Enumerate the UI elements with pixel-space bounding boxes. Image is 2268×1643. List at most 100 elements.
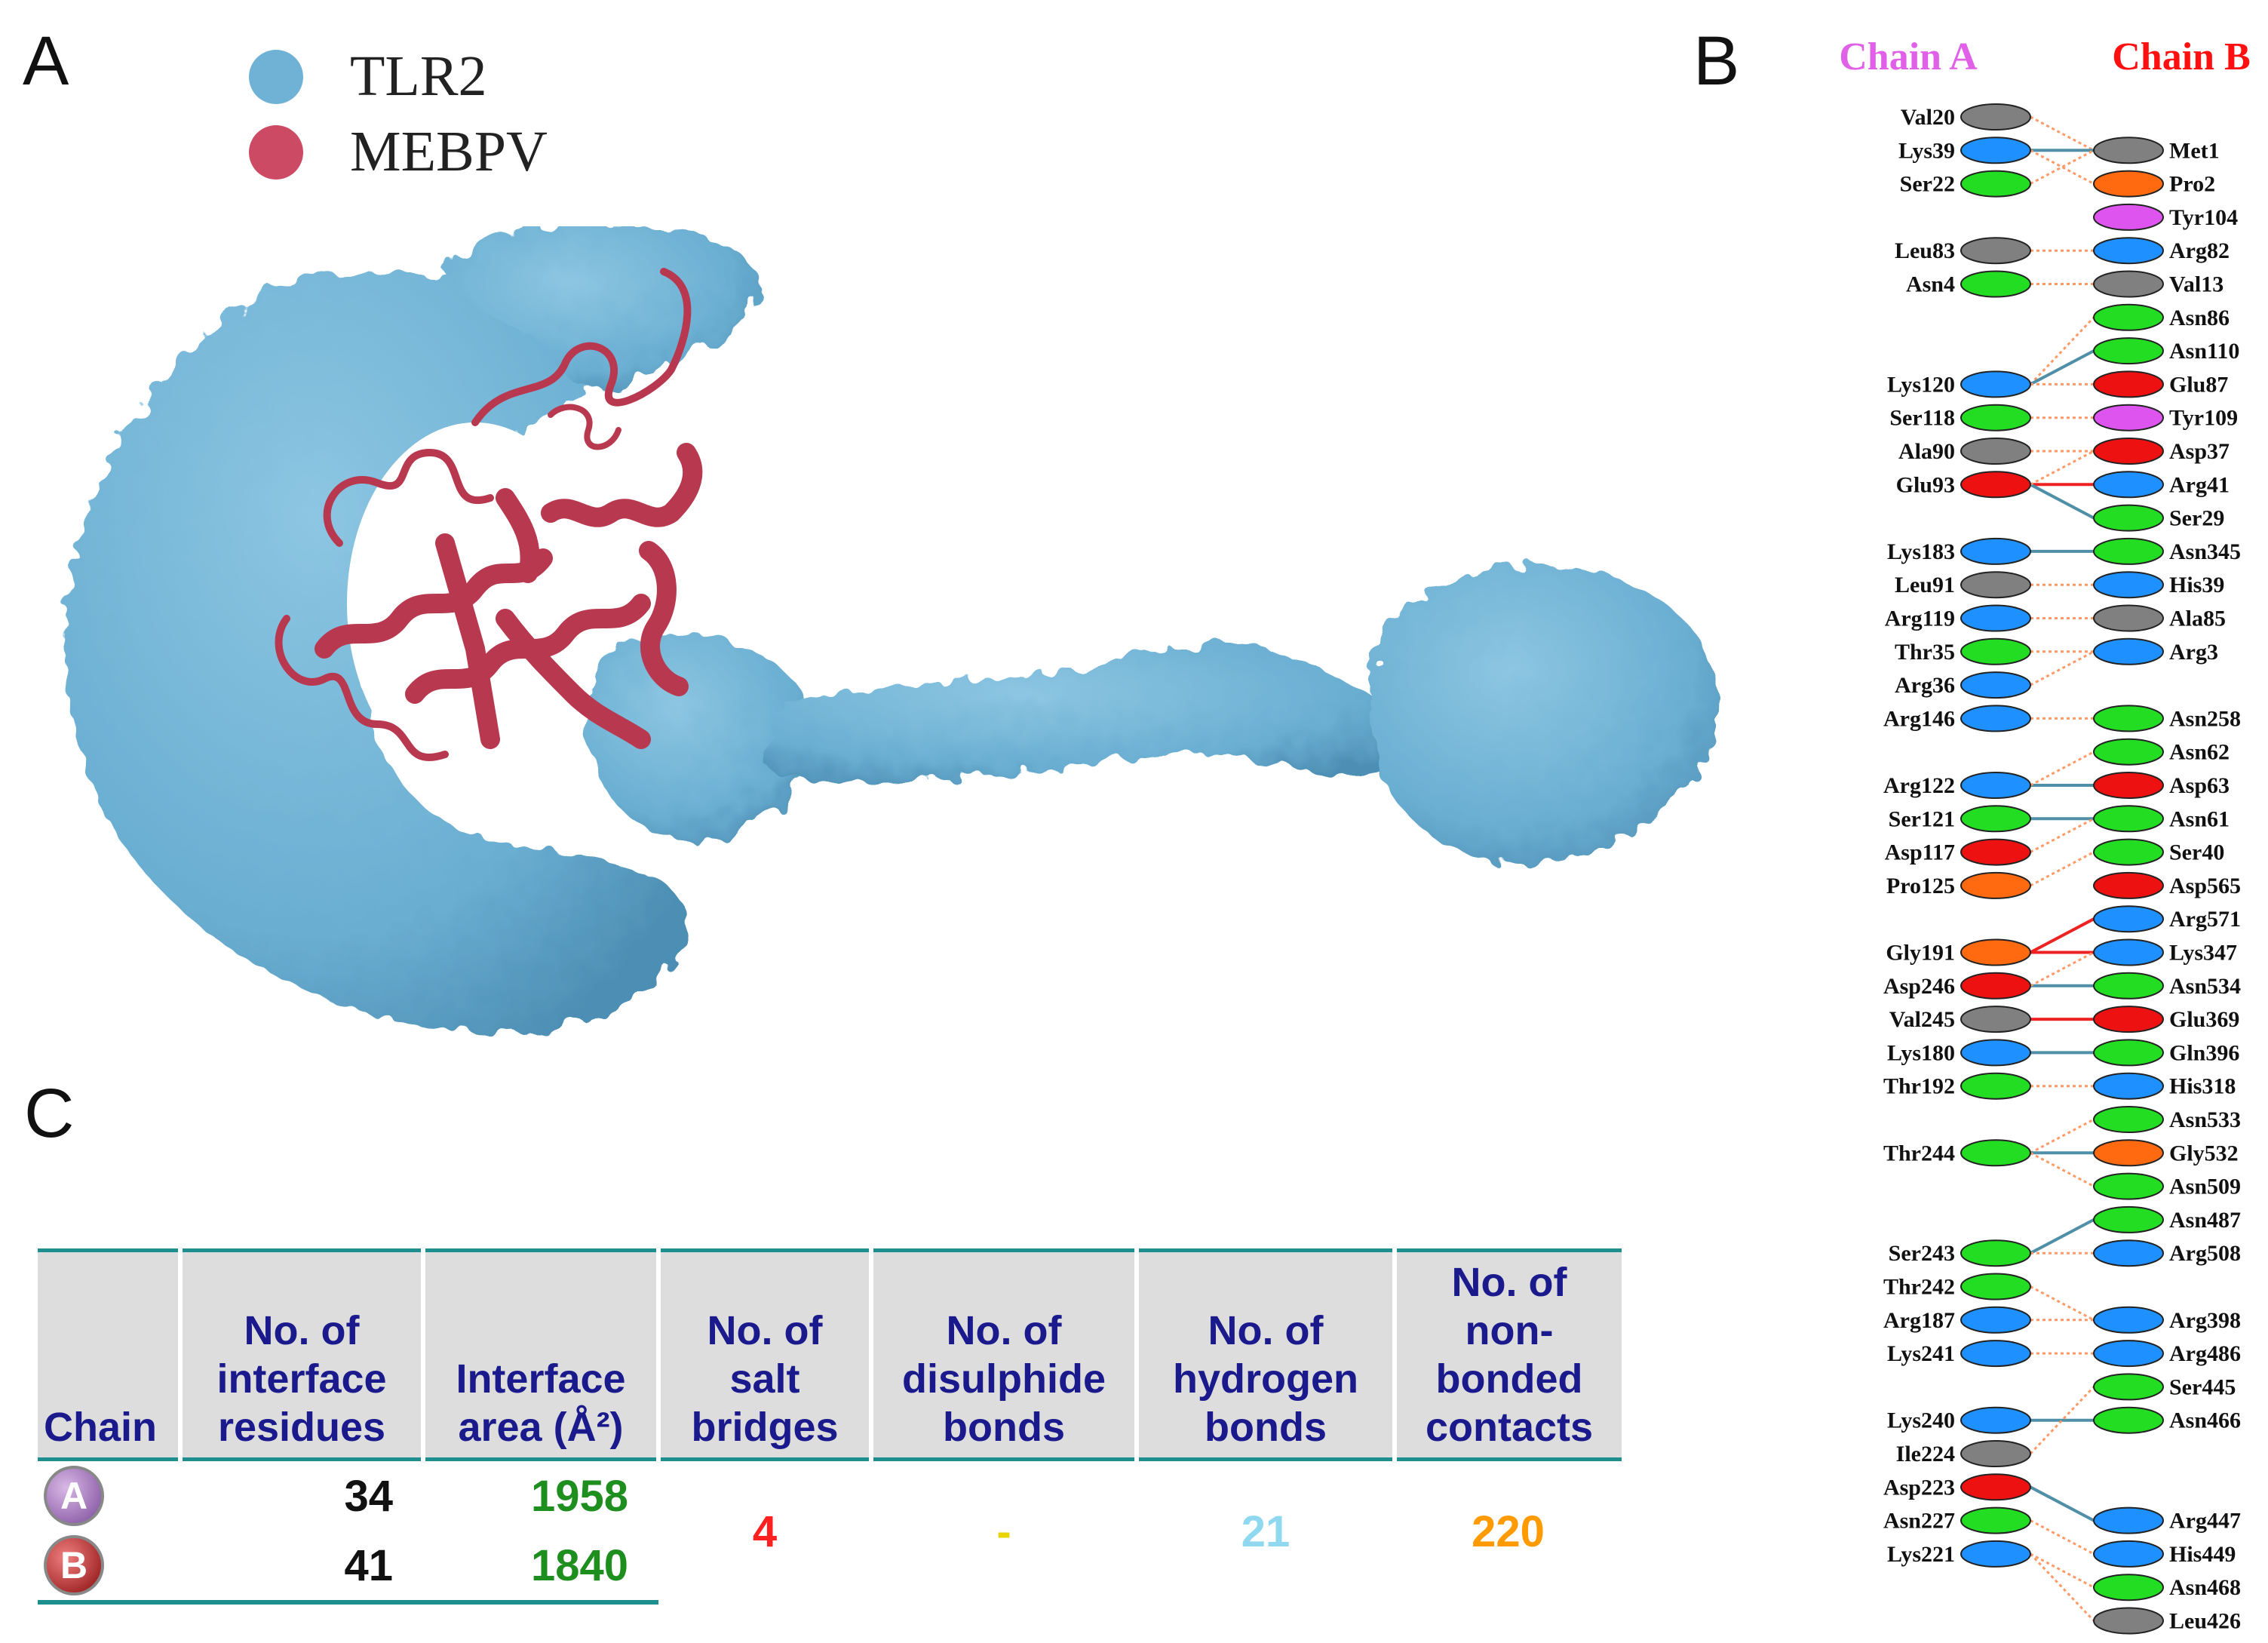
residue-ellipse (1960, 604, 2031, 632)
residue-node-leu83: Leu83 (1895, 237, 2031, 265)
residue-ellipse (2093, 738, 2164, 766)
residue-label: Val245 (1889, 1007, 1955, 1032)
residue-label: Asn487 (2169, 1208, 2241, 1233)
residue-ellipse (2093, 838, 2164, 866)
residue-label: Asp37 (2169, 439, 2230, 464)
residue-ellipse (2093, 1006, 2164, 1033)
residue-node-gly532: Gly532 (2093, 1139, 2239, 1167)
residue-node-arg41: Arg41 (2093, 471, 2230, 499)
residue-label: Arg508 (2169, 1241, 2241, 1266)
residue-label: Ser40 (2169, 840, 2224, 865)
residue-label: Arg398 (2169, 1308, 2241, 1333)
header-hbonds-line2: hydrogen (1172, 1356, 1358, 1402)
residue-node-glu87: Glu87 (2093, 370, 2228, 398)
cell-chain-a: A (38, 1460, 180, 1531)
residue-label: Asn86 (2169, 306, 2230, 330)
residue-node-asp246: Asp246 (1883, 972, 2031, 1000)
residue-ellipse (1960, 1239, 2031, 1267)
header-nonbonded-line3: contacts (1425, 1405, 1594, 1450)
residue-node-asp223: Asp223 (1883, 1473, 2031, 1501)
interaction-link (2030, 951, 2095, 987)
residue-ellipse (1960, 370, 2031, 398)
cell-residues-b: 41 (180, 1531, 423, 1605)
residue-node-ser29: Ser29 (2093, 504, 2224, 532)
residue-node-met1: Met1 (2093, 137, 2220, 164)
residue-label: Gly191 (1886, 941, 1955, 966)
header-hbonds-line1: No. of (1208, 1308, 1324, 1353)
residue-label: Arg146 (1883, 706, 1955, 731)
residue-ellipse (2093, 905, 2164, 933)
residue-label: Thr192 (1883, 1074, 1955, 1099)
residue-node-lys241: Lys241 (1887, 1340, 2031, 1368)
residue-node-glu369: Glu369 (2093, 1006, 2239, 1033)
residue-node-gly191: Gly191 (1886, 938, 2031, 966)
residue-label: Asn533 (2169, 1107, 2241, 1132)
residue-node-ser445: Ser445 (2093, 1373, 2236, 1401)
residue-label: Val13 (2169, 272, 2223, 297)
residue-node-arg447: Arg447 (2093, 1506, 2241, 1534)
cell-area-b: 1840 (423, 1531, 658, 1605)
table-row-chain-a: A 34 1958 4 - 21 220 (38, 1460, 1622, 1556)
residue-label: Asn110 (2169, 339, 2239, 364)
residue-node-pro125: Pro125 (1886, 871, 2031, 899)
residue-label: Ser118 (1889, 406, 1955, 431)
interaction-link (2030, 450, 2095, 486)
residue-node-lys39: Lys39 (1898, 137, 2031, 164)
header-area: Interface area (Å²) (421, 1250, 658, 1460)
residue-ellipse (2093, 972, 2164, 1000)
residue-ellipse (2093, 303, 2164, 331)
residue-ellipse (2093, 1106, 2164, 1133)
cell-area-a: 1958 (530, 1471, 628, 1521)
residue-label: His39 (2169, 573, 2224, 597)
residue-ellipse (2093, 1205, 2164, 1233)
residue-label: Arg3 (2169, 640, 2218, 665)
residue-ellipse (2093, 537, 2164, 565)
residue-label: Gln396 (2169, 1040, 2239, 1065)
header-chain: Chain (38, 1250, 180, 1460)
header-disulphide-line2: disulphide (902, 1356, 1106, 1402)
residue-label: Asp117 (1885, 840, 1955, 865)
residue-label: Asn227 (1883, 1509, 1955, 1534)
interaction-link (2030, 1552, 2095, 1589)
residue-label: Lys347 (2169, 941, 2237, 966)
residue-label: Pro125 (1886, 874, 1955, 898)
residue-label: Arg571 (2169, 907, 2241, 932)
residue-label: Arg82 (2169, 238, 2230, 263)
residue-node-arg122: Arg122 (1883, 772, 2031, 799)
residue-node-arg36: Arg36 (1895, 671, 2031, 699)
residue-ellipse (2093, 404, 2164, 431)
residue-ellipse (1960, 404, 2031, 431)
residue-ellipse (2093, 270, 2164, 298)
residue-ellipse (1960, 838, 2031, 866)
residue-node-asp565: Asp565 (2093, 871, 2241, 899)
horseshoe-cavity (347, 422, 603, 785)
interaction-link (2030, 1151, 2095, 1187)
residue-node-his39: His39 (2093, 571, 2224, 599)
residue-ellipse (1960, 471, 2031, 499)
residue-ellipse (2093, 1406, 2164, 1434)
residue-node-val245: Val245 (1889, 1006, 2031, 1033)
residue-node-asp37: Asp37 (2093, 438, 2230, 465)
header-area-line1: Interface (456, 1356, 626, 1402)
residue-node-tyr109: Tyr109 (2093, 404, 2238, 431)
residue-label: Asn61 (2169, 806, 2230, 831)
residue-label: Lys183 (1887, 539, 1955, 564)
residue-label: Tyr104 (2169, 205, 2238, 230)
residue-node-asn533: Asn533 (2093, 1106, 2241, 1133)
cell-nonbonded-contacts: 220 (1472, 1507, 1545, 1556)
residue-label: Ser29 (2169, 506, 2224, 531)
residue-node-pro2: Pro2 (2093, 170, 2215, 198)
header-residues-line1: No. of (244, 1308, 360, 1353)
residue-ellipse (1960, 170, 2031, 198)
residue-label: Ser243 (1889, 1241, 1955, 1266)
residue-ellipse (2093, 1574, 2164, 1602)
residue-ellipse (2093, 1306, 2164, 1334)
residue-node-leu91: Leu91 (1895, 571, 2031, 599)
interaction-link (2030, 1218, 2095, 1255)
residue-ellipse (1960, 438, 2031, 465)
interaction-link (2030, 1118, 2095, 1154)
residue-label: Arg119 (1885, 607, 1955, 631)
residue-node-asn345: Asn345 (2093, 537, 2241, 565)
residue-label: Asn62 (2169, 740, 2230, 765)
panel-label-a: A (23, 23, 69, 100)
